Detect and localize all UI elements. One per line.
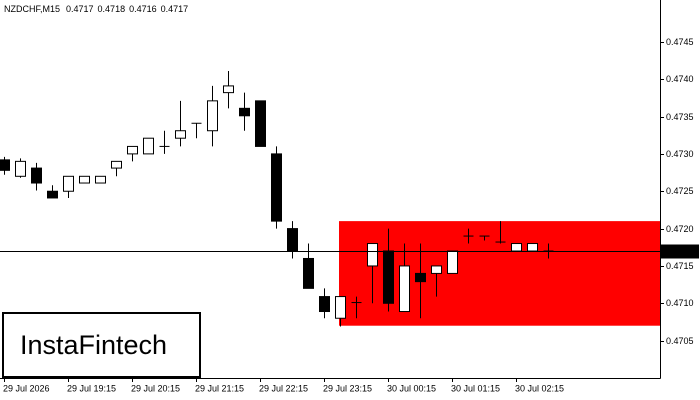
- x-tick-label: 30 Jul 00:15: [387, 383, 436, 393]
- y-tick-label: 0.4725: [666, 186, 694, 196]
- candle-body: [143, 137, 154, 155]
- candle-body: [511, 243, 522, 252]
- candle-body: [239, 107, 250, 117]
- y-tick-label: 0.4730: [666, 149, 694, 159]
- y-tick-label: 0.4740: [666, 74, 694, 84]
- ohlc-value: 0.4716: [129, 4, 157, 14]
- candle-body: [63, 175, 74, 192]
- candle-body: [223, 85, 234, 94]
- candle-body: [399, 265, 410, 313]
- candle-body: [207, 100, 218, 132]
- x-tick-label: 29 Jul 19:15: [67, 383, 116, 393]
- y-tick-label: 0.4745: [666, 37, 694, 47]
- y-tick-label: 0.4715: [666, 261, 694, 271]
- candle-body: [287, 228, 298, 252]
- candle-body: [431, 265, 442, 274]
- chart-header: NZDCHF,M15 0.4717 0.4718 0.4716 0.4717: [4, 4, 188, 14]
- ohlc-value: 0.4717: [161, 4, 189, 14]
- watermark: InstaFintech: [20, 330, 167, 360]
- y-tick-label: 0.4735: [666, 112, 694, 122]
- candle-body: [15, 160, 26, 177]
- candle-body: [383, 250, 394, 304]
- y-tick-label: 0.4710: [666, 298, 694, 308]
- candle-body: [335, 296, 346, 319]
- ohlc-value: 0.4718: [98, 4, 126, 14]
- candle-body: [271, 153, 282, 222]
- candle-body: [175, 130, 186, 139]
- x-tick-label: 30 Jul 01:15: [451, 383, 500, 393]
- price-label: 0.4717: [665, 246, 693, 256]
- candle-body: [47, 190, 58, 199]
- candle-body: [367, 243, 378, 267]
- y-tick-label: 0.4720: [666, 224, 694, 234]
- candle-body: [527, 243, 538, 252]
- candle-body: [415, 272, 426, 283]
- candle-body: [79, 175, 90, 184]
- candle-body: [255, 100, 266, 147]
- candle-body: [95, 175, 106, 184]
- candle-body: [0, 159, 10, 171]
- candle-body: [447, 250, 458, 274]
- x-tick-label: 30 Jul 02:15: [515, 383, 564, 393]
- x-tick-label: 29 Jul 2026: [3, 383, 50, 393]
- candle-body: [319, 296, 330, 313]
- x-tick-label: 29 Jul 20:15: [131, 383, 180, 393]
- candle-body: [111, 160, 122, 169]
- watermark-box: [2, 312, 201, 378]
- y-tick-label: 0.4705: [666, 336, 694, 346]
- price-label-box: [661, 244, 699, 259]
- x-tick-label: 29 Jul 22:15: [259, 383, 308, 393]
- candle-body: [303, 257, 314, 289]
- candle-body: [31, 167, 42, 184]
- x-tick-label: 29 Jul 21:15: [195, 383, 244, 393]
- ohlc-value: 0.4717: [66, 4, 94, 14]
- x-tick-label: 29 Jul 23:15: [323, 383, 372, 393]
- symbol: NZDCHF,M15: [4, 4, 60, 14]
- candle-body: [127, 145, 138, 155]
